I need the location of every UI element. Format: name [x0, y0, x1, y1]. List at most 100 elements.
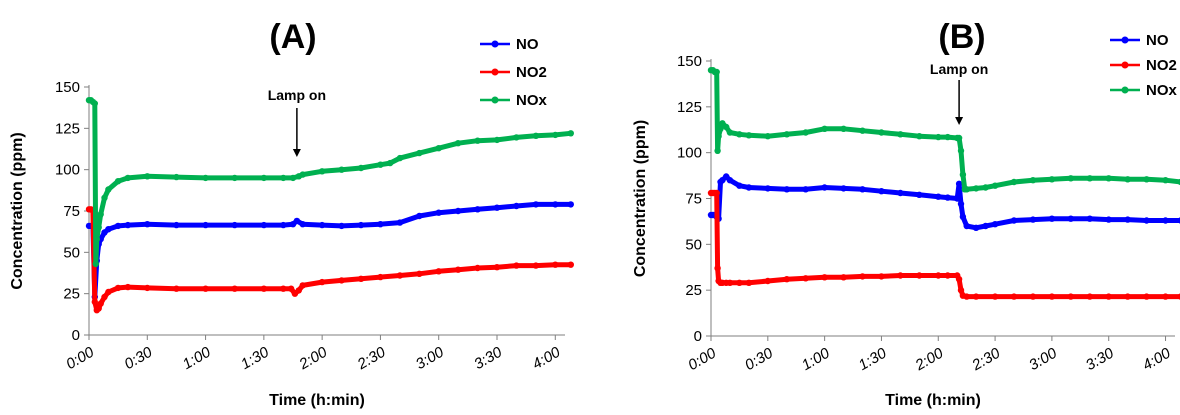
data-point-nox — [552, 131, 559, 139]
data-point-nox — [280, 174, 287, 182]
legend-marker-no — [1121, 36, 1129, 44]
lamp-on-annotation: Lamp on — [930, 61, 988, 77]
data-point-no2 — [1086, 293, 1094, 300]
data-point-no2 — [124, 283, 132, 291]
data-point-no — [745, 184, 753, 191]
x-tick-label: 2:30 — [354, 343, 389, 373]
data-point-no2 — [1124, 293, 1131, 300]
data-point-no — [1162, 217, 1169, 224]
data-point-nox — [101, 194, 108, 201]
data-point-nox — [715, 133, 722, 140]
data-point-no — [821, 184, 828, 191]
x-tick-label: 3:30 — [471, 343, 505, 373]
data-point-nox — [955, 134, 963, 142]
data-point-nox — [991, 182, 999, 189]
data-point-nox — [1067, 175, 1075, 182]
chart-panel-b: (B) 0 25 50 75 100 125 150 0:00 0:30 1:00 1:30 2:00 2… — [632, 18, 1180, 409]
data-point-no — [982, 222, 989, 230]
data-point-no2 — [567, 261, 574, 268]
data-point-nox — [840, 125, 847, 132]
data-point-nox — [714, 147, 721, 154]
data-point-nox — [1086, 175, 1094, 182]
data-point-nox — [357, 164, 365, 172]
data-point-no2 — [416, 270, 423, 277]
data-point-no — [357, 221, 365, 229]
y-axis-title: Concentration (ppm) — [632, 120, 649, 277]
data-point-no — [878, 188, 885, 195]
data-point-nox — [878, 129, 885, 136]
x-tick-label: 0:00 — [63, 343, 97, 373]
data-point-nox — [377, 161, 384, 168]
y-axis-title: Concentration (ppm) — [9, 132, 26, 289]
data-point-no2 — [295, 287, 302, 294]
x-tick-label: 2:30 — [968, 344, 1003, 374]
data-point-nox — [1048, 176, 1056, 183]
y-tick-label: 150 — [55, 79, 80, 96]
legend-label-nox: NOx — [516, 92, 548, 109]
data-point-no2 — [299, 282, 306, 289]
data-point-no2 — [878, 273, 885, 280]
data-point-nox — [745, 132, 753, 139]
data-point-no2 — [95, 305, 102, 312]
data-point-no2 — [1010, 293, 1018, 300]
data-point-no2 — [1048, 293, 1056, 300]
x-tick-label: 2:00 — [912, 344, 947, 374]
y-tick-label: 125 — [55, 120, 80, 137]
data-point-no2 — [991, 293, 999, 300]
data-point-no — [493, 204, 501, 211]
data-point-no2 — [435, 268, 442, 275]
data-point-no — [1086, 215, 1094, 222]
data-point-no — [916, 191, 923, 198]
data-point-nox — [963, 186, 970, 193]
data-point-no — [293, 217, 301, 225]
data-point-nox — [713, 68, 720, 76]
data-point-no — [955, 180, 963, 187]
data-point-nox — [95, 224, 102, 231]
legend-marker-nox — [491, 96, 499, 104]
data-point-nox — [454, 140, 462, 147]
data-point-no2 — [493, 264, 501, 271]
x-tick-label: 3:00 — [1026, 344, 1060, 374]
data-point-no — [959, 213, 967, 220]
data-point-no — [435, 209, 442, 216]
data-point-nox — [144, 173, 151, 180]
data-point-nox — [916, 133, 923, 140]
data-point-no2 — [260, 285, 268, 292]
y-tick-label: 125 — [677, 99, 702, 116]
data-point-nox — [202, 174, 209, 182]
data-point-no — [231, 221, 238, 229]
legend-marker-nox — [1121, 86, 1129, 94]
data-point-no2 — [955, 276, 963, 283]
data-point-nox — [124, 174, 132, 182]
x-tick-label: 0:30 — [742, 344, 776, 374]
data-point-no — [114, 222, 122, 230]
data-point-no2 — [963, 293, 970, 300]
data-point-no2 — [1177, 293, 1180, 300]
data-point-no — [396, 219, 404, 226]
data-point-nox — [173, 173, 180, 181]
data-point-nox — [972, 185, 980, 192]
data-point-no — [377, 221, 384, 228]
x-tick-label: 4:00 — [1140, 344, 1174, 374]
data-point-nox — [231, 174, 238, 182]
data-point-nox — [318, 168, 326, 175]
data-point-no2 — [764, 277, 771, 285]
x-tick-label: 1:00 — [180, 343, 214, 373]
data-point-no2 — [338, 277, 345, 284]
data-point-nox — [93, 235, 101, 243]
data-point-nox — [1029, 177, 1037, 184]
data-point-nox — [1177, 178, 1180, 186]
data-point-no2 — [859, 273, 866, 280]
legend-label-no2: NO2 — [516, 64, 547, 81]
data-point-no2 — [513, 262, 520, 269]
data-point-no — [935, 193, 942, 200]
data-point-no2 — [532, 262, 540, 269]
series-line-no2 — [708, 190, 1180, 300]
data-point-nox — [726, 129, 734, 136]
legend-label-nox: NOx — [1146, 82, 1178, 99]
data-point-nox — [783, 131, 790, 138]
y-tick-label: 100 — [55, 162, 80, 179]
data-point-nox — [957, 147, 965, 154]
x-tick-label: 1:00 — [799, 344, 833, 374]
